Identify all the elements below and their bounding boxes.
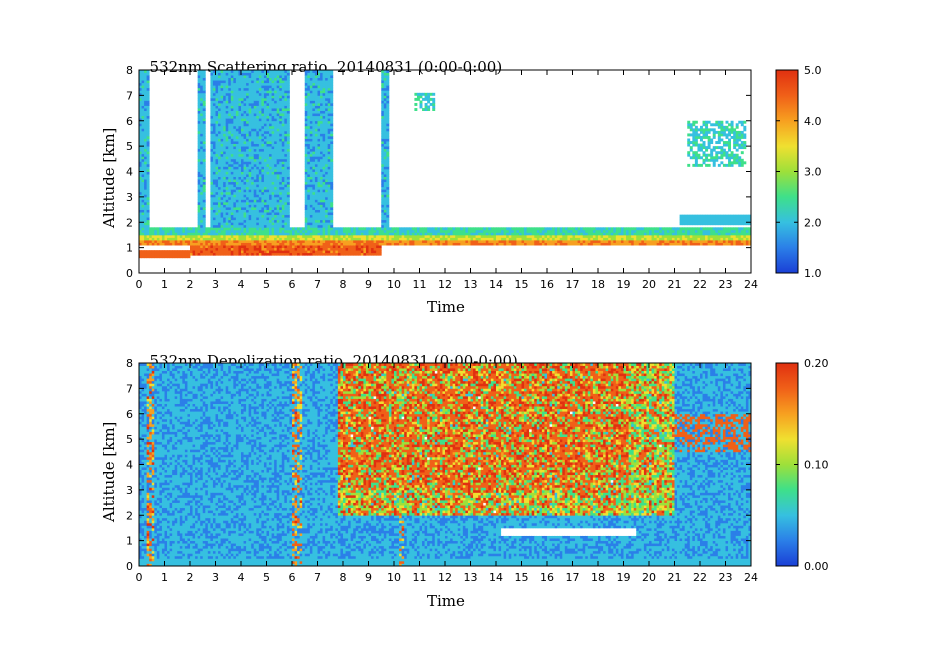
x-tick-label: 5 xyxy=(263,278,270,291)
y-tick-label: 4 xyxy=(126,459,133,472)
x-tick-label: 10 xyxy=(387,571,401,584)
x-tick-label: 23 xyxy=(719,571,733,584)
x-tick-label: 12 xyxy=(438,571,452,584)
heatmap-cells xyxy=(139,363,751,566)
x-tick-label: 7 xyxy=(314,278,321,291)
x-tick-label: 3 xyxy=(212,571,219,584)
x-tick-label: 3 xyxy=(212,278,219,291)
x-tick-label: 21 xyxy=(668,571,682,584)
x-tick-label: 6 xyxy=(289,278,296,291)
colorbar-tick-label: 4.0 xyxy=(804,115,822,128)
x-tick-label: 13 xyxy=(464,278,478,291)
x-tick-label: 8 xyxy=(340,571,347,584)
x-tick-label: 12 xyxy=(438,278,452,291)
x-tick-label: 17 xyxy=(566,571,580,584)
x-tick-label: 5 xyxy=(263,571,270,584)
x-tick-label: 13 xyxy=(464,571,478,584)
y-tick-label: 5 xyxy=(126,140,133,153)
y-tick-label: 4 xyxy=(126,166,133,179)
x-tick-label: 18 xyxy=(591,571,605,584)
colorbar-tick-label: 2.0 xyxy=(804,216,822,229)
x-tick-label: 2 xyxy=(187,571,194,584)
y-tick-label: 6 xyxy=(126,115,133,128)
colorbar-tick-label: 0.10 xyxy=(804,459,829,472)
colorbar-tick-label: 1.0 xyxy=(804,267,822,280)
x-tick-label: 11 xyxy=(413,571,427,584)
x-tick-label: 22 xyxy=(693,571,707,584)
x-tick-label: 15 xyxy=(515,278,529,291)
x-tick-label: 16 xyxy=(540,278,554,291)
x-tick-label: 19 xyxy=(617,571,631,584)
x-tick-label: 7 xyxy=(314,571,321,584)
y-tick-label: 3 xyxy=(126,484,133,497)
x-tick-label: 19 xyxy=(617,278,631,291)
depolarization-ratio-panel: 0 1 2 3 4 5 6 7 8 9 10 11 12 13 14 15 16 17 18 19 20 21 22 23 24… xyxy=(126,357,829,584)
y-tick-label: 7 xyxy=(126,89,133,102)
y-tick-label: 8 xyxy=(126,64,133,77)
x-tick-label: 2 xyxy=(187,278,194,291)
x-tick-label: 24 xyxy=(744,571,758,584)
colorbar-tick-label: 0.20 xyxy=(804,357,829,370)
x-tick-label: 8 xyxy=(340,278,347,291)
x-tick-label: 20 xyxy=(642,571,656,584)
x-tick-label: 10 xyxy=(387,278,401,291)
scattering-ratio-panel: 0 1 2 3 4 5 6 7 8 9 10 11 12 13 14 15 16 17 18 19 20 21 22 23 24… xyxy=(126,64,822,291)
colorbar-tick-label: 0.00 xyxy=(804,560,829,573)
lidar-charts: 0 1 2 3 4 5 6 7 8 9 10 11 12 13 14 15 16 17 18 19 20 21 22 23 24… xyxy=(0,0,936,661)
y-tick-label: 0 xyxy=(126,560,133,573)
x-tick-label: 21 xyxy=(668,278,682,291)
x-tick-label: 9 xyxy=(365,278,372,291)
y-tick-label: 2 xyxy=(126,216,133,229)
x-tick-label: 16 xyxy=(540,571,554,584)
y-tick-label: 6 xyxy=(126,408,133,421)
heatmap-cells xyxy=(139,70,751,258)
x-tick-label: 20 xyxy=(642,278,656,291)
y-tick-label: 0 xyxy=(126,267,133,280)
x-tick-label: 24 xyxy=(744,278,758,291)
x-tick-label: 0 xyxy=(136,278,143,291)
y-tick-label: 8 xyxy=(126,357,133,370)
y-tick-label: 7 xyxy=(126,382,133,395)
x-tick-label: 9 xyxy=(365,571,372,584)
y-tick-label: 3 xyxy=(126,191,133,204)
x-tick-label: 4 xyxy=(238,278,245,291)
x-tick-label: 14 xyxy=(489,571,503,584)
x-tick-label: 6 xyxy=(289,571,296,584)
y-tick-label: 1 xyxy=(126,242,133,255)
x-tick-label: 11 xyxy=(413,278,427,291)
x-tick-label: 22 xyxy=(693,278,707,291)
x-tick-label: 1 xyxy=(161,571,168,584)
x-tick-label: 4 xyxy=(238,571,245,584)
x-tick-label: 23 xyxy=(719,278,733,291)
x-tick-label: 15 xyxy=(515,571,529,584)
x-tick-label: 1 xyxy=(161,278,168,291)
x-tick-label: 18 xyxy=(591,278,605,291)
y-tick-label: 2 xyxy=(126,509,133,522)
x-tick-label: 0 xyxy=(136,571,143,584)
colorbar-tick-label: 3.0 xyxy=(804,166,822,179)
y-tick-label: 5 xyxy=(126,433,133,446)
y-tick-label: 1 xyxy=(126,535,133,548)
x-tick-label: 17 xyxy=(566,278,580,291)
colorbar-tick-label: 5.0 xyxy=(804,64,822,77)
x-tick-label: 14 xyxy=(489,278,503,291)
